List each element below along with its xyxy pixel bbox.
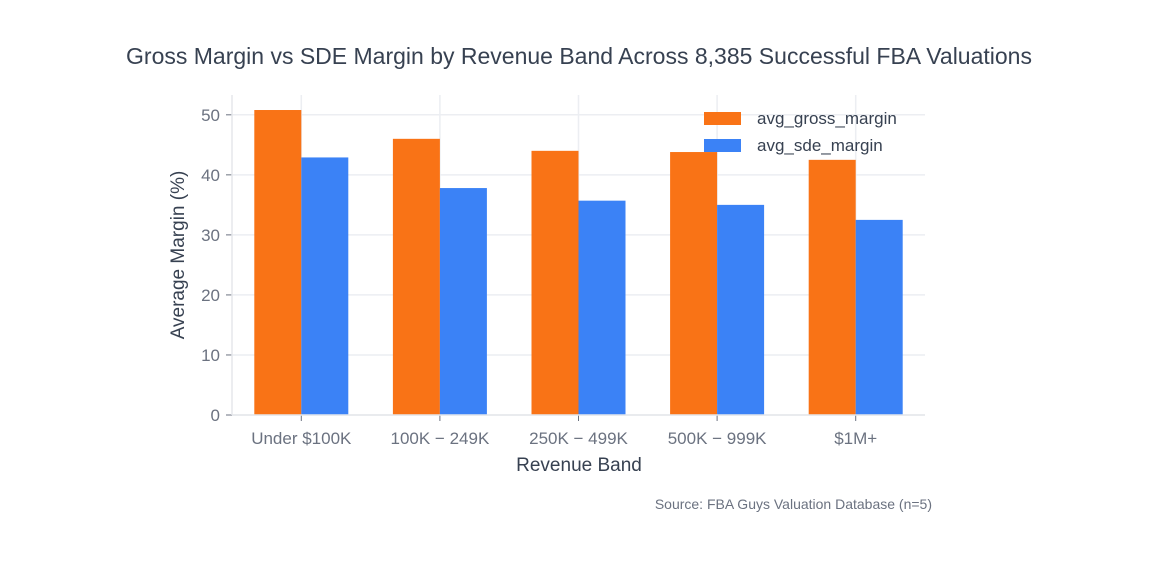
y-axis-label: Average Margin (%): [168, 171, 189, 340]
y-tick-label: 40: [201, 166, 220, 185]
y-tick-label: 20: [201, 286, 220, 305]
bar-avg_sde_margin: [439, 188, 487, 415]
x-tick-label: 500K − 999K: [668, 429, 767, 448]
x-tick-label: 100K − 249K: [391, 429, 490, 448]
bar-avg_sde_margin: [578, 200, 626, 415]
source-annotation: Source: FBA Guys Valuation Database (n=5…: [655, 496, 932, 512]
bar-avg_sde_margin: [717, 204, 765, 415]
bar-avg_gross_margin: [254, 110, 302, 415]
legend-swatch-avg_gross_margin: [704, 112, 741, 125]
y-tick-label: 0: [211, 406, 220, 425]
bar-avg_gross_margin: [808, 159, 856, 415]
x-tick-label: 250K − 499K: [529, 429, 628, 448]
bar-avg_gross_margin: [392, 138, 440, 415]
y-tick-label: 10: [201, 346, 220, 365]
legend-label: avg_gross_margin: [757, 109, 897, 128]
x-tick-label: $1M+: [834, 429, 877, 448]
chart-title: Gross Margin vs SDE Margin by Revenue Ba…: [126, 43, 1032, 69]
legend-label: avg_sde_margin: [757, 136, 883, 155]
bar-avg_sde_margin: [301, 157, 349, 415]
bar-avg_gross_margin: [531, 150, 579, 415]
y-tick-label: 30: [201, 226, 220, 245]
bar-avg_gross_margin: [670, 152, 718, 415]
x-tick-label: Under $100K: [251, 429, 352, 448]
bar-avg_sde_margin: [855, 219, 903, 415]
x-axis-label: Revenue Band: [516, 455, 642, 476]
y-tick-label: 50: [201, 106, 220, 125]
legend-swatch-avg_sde_margin: [704, 139, 741, 152]
